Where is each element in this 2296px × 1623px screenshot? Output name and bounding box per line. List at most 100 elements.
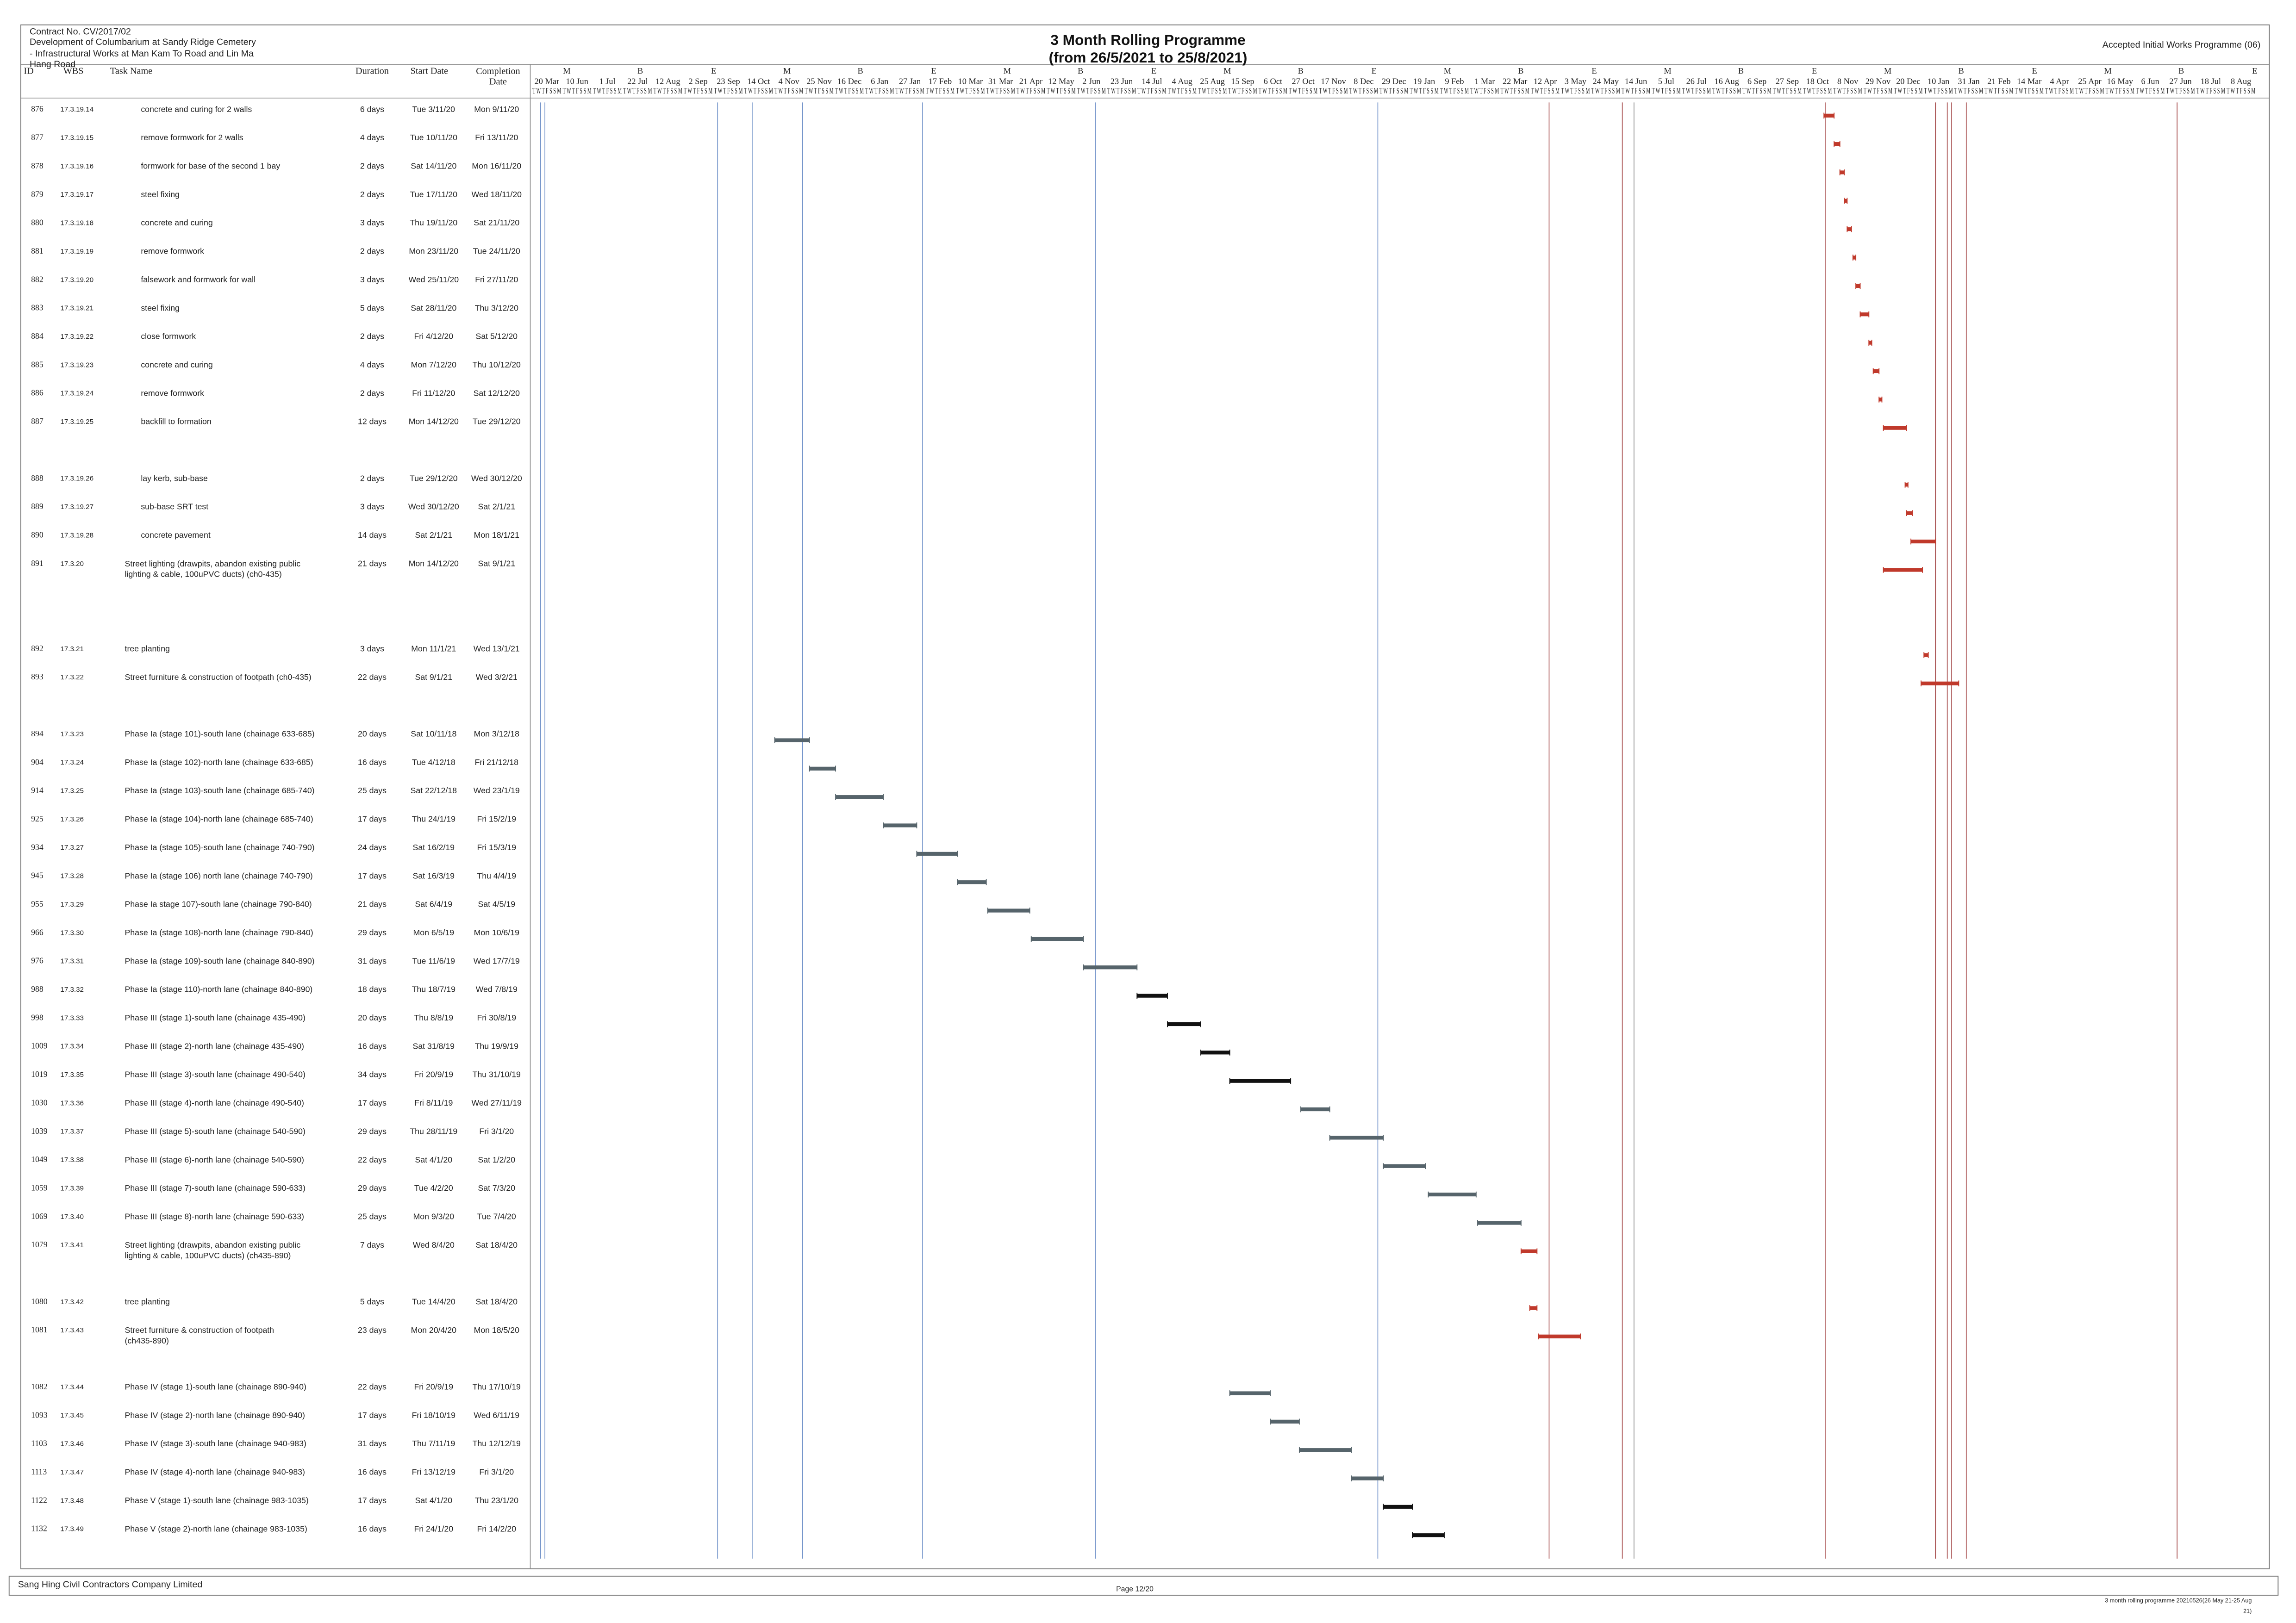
timeline-day-letters: T W T F S S M xyxy=(1017,86,1045,95)
task-wbs: 17.3.45 xyxy=(60,1412,84,1419)
task-finish: Sat 18/4/20 xyxy=(476,1240,518,1250)
timeline-day-letters: T W T F S S M xyxy=(1501,86,1529,95)
task-finish: Thu 31/10/19 xyxy=(473,1070,521,1079)
timeline-tier-label: B xyxy=(1518,66,1523,75)
task-name: concrete and curing xyxy=(141,218,212,227)
task-bar xyxy=(957,880,986,884)
task-duration: 17 days xyxy=(358,1411,387,1420)
task-bar xyxy=(1921,681,1959,685)
programme-status: Accepted Initial Works Programme (06) xyxy=(2103,40,2261,50)
task-start: Sat 6/4/19 xyxy=(415,900,452,909)
task-finish: Fri 14/2/20 xyxy=(477,1524,516,1533)
task-bar xyxy=(1167,1022,1201,1026)
timeline-tier-label: M xyxy=(1223,66,1231,75)
task-bar xyxy=(1383,1505,1413,1509)
task-id: 880 xyxy=(31,218,44,227)
timeline-date-label: 16 May xyxy=(2107,76,2134,86)
task-start: Thu 7/11/19 xyxy=(412,1439,455,1448)
programme-title: 3 Month Rolling Programme xyxy=(1050,31,1245,48)
column-header: ID xyxy=(24,66,33,76)
timeline-date-label: 20 Dec xyxy=(1896,76,1920,86)
task-start: Sat 16/2/19 xyxy=(413,843,455,852)
timeline-date-label: 6 Jan xyxy=(871,76,888,86)
task-wbs: 17.3.19.27 xyxy=(60,503,94,511)
task-wbs: 17.3.19.17 xyxy=(60,191,94,199)
task-finish: Tue 24/11/20 xyxy=(473,247,520,256)
task-start: Fri 8/11/19 xyxy=(414,1098,453,1107)
timeline-tier-label: E xyxy=(711,66,716,75)
task-duration: 22 days xyxy=(358,1382,387,1392)
task-duration: 20 days xyxy=(358,1013,387,1022)
task-duration: 2 days xyxy=(360,247,384,256)
task-start: Sat 2/1/21 xyxy=(415,530,452,540)
task-finish: Fri 3/1/20 xyxy=(479,1126,514,1136)
task-id: 877 xyxy=(31,133,44,142)
task-bars xyxy=(774,112,1959,1538)
task-id: 988 xyxy=(31,984,44,994)
task-wbs: 17.3.36 xyxy=(60,1099,84,1107)
task-bar xyxy=(1905,483,1908,487)
task-bar xyxy=(1301,1107,1330,1112)
task-bar xyxy=(1924,653,1928,657)
footer-file: 3 month rolling programme 20210526(26 Ma… xyxy=(2105,1598,2252,1615)
task-duration: 4 days xyxy=(360,133,384,142)
task-bar xyxy=(1873,369,1879,373)
task-name: Phase V (stage 2)-north lane (chainage 9… xyxy=(125,1524,307,1533)
timeline-day-letters: T W T F S S M xyxy=(1440,86,1469,95)
timeline-day-letters: T W T F S S M xyxy=(1833,86,1862,95)
task-name: Phase Ia (stage 108)-north lane (chainag… xyxy=(125,928,313,937)
timeline-date-label: 19 Jan xyxy=(1413,76,1435,86)
task-duration: 3 days xyxy=(360,644,384,653)
timeline-day-letters: T W T F S S M xyxy=(2045,86,2074,95)
timeline-day-letters: T W T F S S M xyxy=(1137,86,1166,95)
task-start: Mon 14/12/20 xyxy=(409,417,459,426)
task-wbs: 17.3.32 xyxy=(60,986,84,994)
timeline-day-letters: T W T F S S M xyxy=(1984,86,2013,95)
task-wbs: 17.3.34 xyxy=(60,1043,84,1051)
task-name: Phase III (stage 5)-south lane (chainage… xyxy=(125,1126,306,1136)
task-bar xyxy=(1351,1476,1384,1480)
timeline-date-label: 17 Feb xyxy=(929,76,952,86)
task-bar xyxy=(836,795,884,799)
timeline-date-label: 17 Nov xyxy=(1321,76,1346,86)
task-bar xyxy=(1521,1249,1537,1253)
timeline-day-letters: T W T F S S M xyxy=(2015,86,2044,95)
task-name: Phase Ia (stage 101)-south lane (chainag… xyxy=(125,729,315,739)
timeline-date-label: 22 Mar xyxy=(1503,76,1527,86)
task-bar xyxy=(1883,426,1907,430)
timeline-date-label: 27 Oct xyxy=(1292,76,1315,86)
task-finish: Wed 3/2/21 xyxy=(476,672,518,682)
task-duration: 4 days xyxy=(360,360,384,369)
task-id: 889 xyxy=(31,502,44,511)
task-finish: Fri 27/11/20 xyxy=(475,275,518,284)
timeline-date-label: 18 Oct xyxy=(1806,76,1829,86)
task-id: 886 xyxy=(31,388,44,398)
task-duration: 2 days xyxy=(360,473,384,483)
timeline-date-label: 10 Jan xyxy=(1928,76,1949,86)
task-name: Phase V (stage 1)-south lane (chainage 9… xyxy=(125,1496,309,1505)
task-bar xyxy=(1428,1192,1476,1197)
task-name: remove formwork xyxy=(141,247,204,256)
task-start: Mon 7/12/20 xyxy=(411,360,456,369)
task-bar xyxy=(1538,1334,1581,1338)
timeline-day-letters: T W T F S S M xyxy=(1894,86,1922,95)
task-finish: Sat 2/1/21 xyxy=(478,502,515,511)
timeline-day-letters: T W T F S S M xyxy=(1047,86,1075,95)
timeline-day-letters: T W T F S S M xyxy=(1228,86,1257,95)
task-duration: 2 days xyxy=(360,332,384,341)
timeline-tier-label: B xyxy=(637,66,643,75)
timeline-tier-label: E xyxy=(931,66,936,75)
task-start: Sat 28/11/20 xyxy=(411,303,456,312)
task-duration: 31 days xyxy=(358,956,387,965)
timeline-date-label: 22 Jul xyxy=(627,76,648,86)
task-finish: Wed 6/11/19 xyxy=(474,1411,519,1420)
task-name: Phase III (stage 8)-north lane (chainage… xyxy=(125,1212,304,1221)
timeline-tier-label: E xyxy=(2252,66,2257,75)
task-bar xyxy=(1201,1051,1230,1055)
task-bar xyxy=(1856,284,1860,288)
contract-no: Contract No. CV/2017/02 xyxy=(30,27,131,37)
timeline-day-letters: T W T F S S M xyxy=(1622,86,1650,95)
timeline-date-label: 27 Jun xyxy=(2169,76,2191,86)
